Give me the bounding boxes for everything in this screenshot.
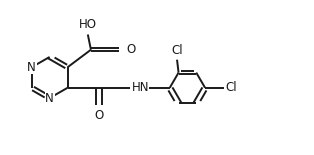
Text: N: N [45, 92, 54, 105]
Text: Cl: Cl [171, 44, 183, 57]
Text: O: O [94, 109, 103, 122]
Text: HO: HO [79, 18, 97, 31]
Text: N: N [27, 61, 36, 74]
Text: Cl: Cl [225, 81, 237, 94]
Text: O: O [127, 43, 136, 56]
Text: HN: HN [131, 81, 149, 94]
